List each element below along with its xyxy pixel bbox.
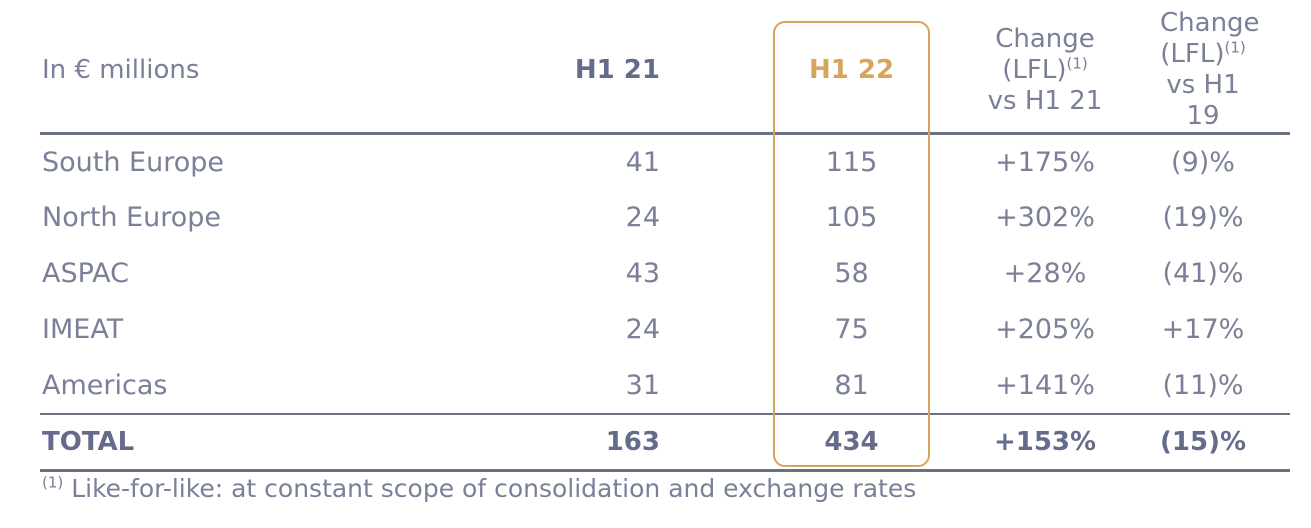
column-header-change-vs-h1-19: Change (LFL)(1) vs H1 19	[1160, 8, 1290, 135]
column-header-h1-22: H1 22	[660, 8, 930, 135]
h1-22-value: 75	[834, 314, 869, 345]
table-row-aspac: ASPAC 43 58 +28% (41)%	[40, 246, 1290, 302]
change-vs-h1-19-value: (41)%	[1162, 258, 1244, 289]
table-header: In € millions H1 21 H1 22 Change (LFL)(1…	[40, 8, 1290, 135]
change-vs-h1-19-value: (11)%	[1162, 369, 1244, 401]
footnote-text: Like-for-like: at constant scope of cons…	[63, 474, 917, 503]
header-row: In € millions H1 21 H1 22 Change (LFL)(1…	[40, 8, 1290, 135]
change-vs-h1-21-value: +28%	[1003, 258, 1087, 289]
footnote-marker: (1)	[1066, 53, 1088, 72]
change-vs-h1-21-value: +141%	[995, 369, 1095, 401]
region-label: North Europe	[42, 202, 222, 233]
total-h1-21-value: 163	[380, 412, 660, 472]
table-row-south-europe: South Europe 41 115 +175% (9)%	[40, 134, 1290, 190]
region-label: Americas	[42, 369, 168, 401]
total-change-vs-h1-19-value: (15)%	[1160, 412, 1290, 472]
table-row-total: TOTAL 163 434 +153% (15)%	[40, 412, 1290, 472]
footnote-marker: (1)	[42, 473, 64, 492]
total-change-vs-h1-21-value: +153%	[930, 412, 1160, 472]
change-vs-h1-19-value: (9)%	[1171, 146, 1235, 178]
h1-21-value: 24	[625, 202, 660, 233]
total-h1-22-value: 434	[660, 412, 930, 472]
change-vs-h1-21-value: +175%	[995, 146, 1095, 178]
region-label: IMEAT	[42, 314, 124, 345]
region-label: South Europe	[42, 146, 224, 178]
footnote: (1) Like-for-like: at constant scope of …	[42, 474, 916, 503]
change-vs-h1-19-value: (19)%	[1162, 202, 1244, 233]
h1-22-value: 81	[834, 369, 869, 401]
h1-22-value: 58	[834, 258, 869, 289]
change-vs-h1-19-value: +17%	[1161, 314, 1245, 345]
h1-22-value: 105	[825, 202, 878, 233]
revenue-by-region-table: In € millions H1 21 H1 22 Change (LFL)(1…	[40, 8, 1290, 472]
h1-22-value: 115	[825, 146, 878, 178]
footnote-marker: (1)	[1224, 38, 1246, 57]
region-label: ASPAC	[42, 258, 130, 289]
h1-21-value: 24	[625, 314, 660, 345]
table-row-americas: Americas 31 81 +141% (11)%	[40, 358, 1290, 414]
column-header-change-vs-h1-21: Change (LFL)(1) vs H1 21	[930, 8, 1160, 135]
change-vs-h1-21-value: +205%	[995, 314, 1095, 345]
h1-21-value: 31	[625, 369, 660, 401]
h1-21-value: 43	[625, 258, 660, 289]
column-header-h1-21: H1 21	[380, 8, 660, 135]
unit-label: In € millions	[40, 8, 380, 135]
table-body: South Europe 41 115 +175% (9)% North Eur…	[40, 134, 1290, 472]
total-label: TOTAL	[40, 412, 380, 472]
change-vs-h1-21-value: +302%	[995, 202, 1095, 233]
table-row-imeat: IMEAT 24 75 +205% +17%	[40, 302, 1290, 358]
table-row-north-europe: North Europe 24 105 +302% (19)%	[40, 190, 1290, 246]
h1-21-value: 41	[625, 146, 660, 178]
